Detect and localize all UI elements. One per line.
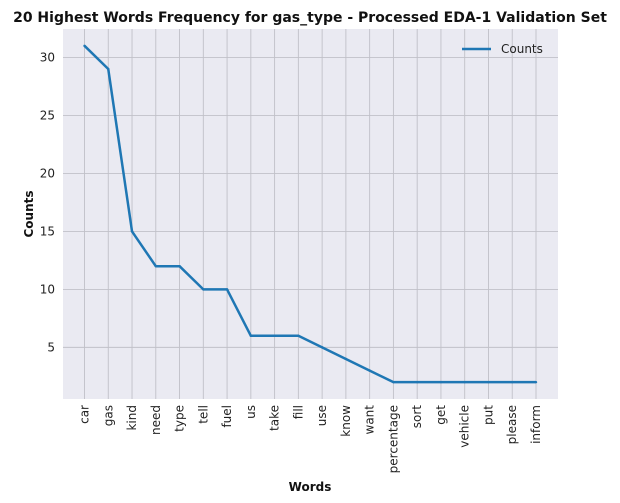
grid-lines [63, 29, 558, 399]
data-point [439, 380, 443, 384]
x-tick-label: vehicle [458, 405, 472, 448]
legend-label-counts: Counts [501, 42, 543, 56]
x-tick-label: want [363, 405, 377, 435]
chart-title: 20 Highest Words Frequency for gas_type … [13, 10, 607, 26]
data-point [225, 288, 229, 291]
x-tick-label: put [481, 405, 495, 425]
data-point [297, 334, 300, 337]
x-tick-label: kind [125, 405, 139, 431]
x-tick-labels: car gas kind need type tell fuel us take fill use k… [78, 405, 544, 474]
x-tick-label: use [315, 405, 329, 426]
series-line-counts [83, 44, 536, 384]
data-point [130, 230, 134, 233]
x-tick-label: gas [101, 405, 115, 426]
x-tick-label: sort [410, 405, 424, 429]
x-tick-label: us [244, 405, 258, 419]
plot-area [63, 29, 558, 399]
x-axis-label: Words [289, 480, 332, 494]
y-tick-label: 15 [40, 224, 55, 238]
data-point [487, 380, 490, 384]
x-tick-label: percentage [386, 405, 400, 473]
x-tick-label: type [173, 405, 187, 432]
data-point [154, 264, 157, 268]
x-tick-label: inform [529, 405, 543, 444]
y-tick-label: 30 [40, 50, 55, 64]
data-point [415, 380, 419, 384]
x-tick-label: need [149, 405, 163, 435]
data-point [463, 380, 466, 384]
series-layer [83, 44, 538, 384]
data-point [320, 346, 324, 349]
y-tick-labels: 5 10 15 20 25 30 [40, 50, 55, 354]
legend: Counts [462, 42, 543, 56]
y-tick-label: 10 [40, 282, 55, 296]
x-tick-label: know [339, 405, 353, 437]
x-tick-label: car [78, 405, 92, 424]
x-tick-label: fuel [220, 405, 234, 428]
data-point [511, 380, 514, 384]
data-point [368, 369, 371, 372]
data-point [273, 334, 276, 337]
data-point [83, 44, 86, 48]
data-point [107, 67, 110, 71]
x-tick-label: please [505, 405, 519, 444]
data-point [249, 334, 253, 337]
y-tick-label: 20 [40, 166, 55, 180]
y-tick-label: 25 [40, 108, 55, 122]
x-tick-label: get [434, 405, 448, 425]
y-axis-label: Counts [22, 190, 36, 237]
data-point [178, 264, 181, 268]
y-tick-label: 5 [47, 340, 55, 354]
data-point [202, 288, 205, 291]
x-tick-label: tell [196, 405, 210, 424]
data-point [392, 380, 395, 384]
x-tick-label: take [268, 405, 282, 431]
data-point [344, 357, 348, 361]
x-tick-label: fill [291, 405, 305, 419]
data-point [534, 380, 538, 384]
